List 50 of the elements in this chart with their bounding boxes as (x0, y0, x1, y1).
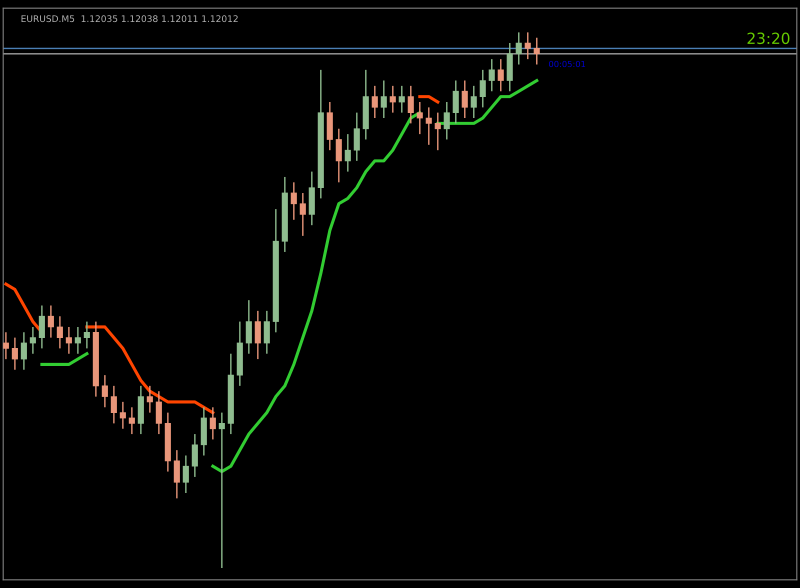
candlestick (174, 449, 180, 500)
chart-title: EURUSD.M5 1.12035 1.12038 1.12011 1.12012 (22, 15, 238, 22)
candlestick (380, 80, 387, 119)
candlestick (3, 332, 9, 360)
candlestick (146, 385, 153, 414)
candlestick (38, 304, 45, 350)
candlestick (426, 106, 432, 146)
candlestick (498, 58, 504, 92)
candlestick (110, 385, 117, 424)
candlestick (128, 406, 135, 435)
candlestick (30, 326, 36, 354)
candlestick (344, 133, 351, 172)
candlestick (290, 182, 297, 221)
candlestick (218, 412, 225, 569)
candlestick (354, 112, 360, 162)
candlestick (156, 390, 162, 435)
candlestick (300, 192, 306, 237)
candlestick (480, 69, 486, 108)
candlestick (452, 80, 459, 124)
candlestick (74, 326, 81, 354)
candlestick (524, 32, 531, 60)
candlestick (462, 80, 468, 119)
candlestick (192, 433, 198, 478)
candlestick (416, 101, 423, 135)
text: 23:20 (748, 32, 790, 44)
candlestick (12, 336, 18, 370)
candlestick (390, 85, 396, 114)
candlestick (516, 32, 522, 66)
candlestick (434, 112, 441, 151)
candlestick (246, 299, 252, 354)
candlestick (444, 101, 450, 140)
candlestick (534, 37, 540, 66)
candlestick (102, 374, 108, 408)
candlestick (66, 326, 72, 354)
candlestick (56, 316, 63, 350)
candlestick (254, 310, 261, 360)
candlestick (20, 332, 27, 370)
text: 00:05:01 (549, 60, 586, 68)
candlestick (408, 85, 414, 124)
candlestick (210, 406, 216, 440)
candlestick (84, 320, 90, 350)
candlestick (48, 304, 54, 338)
candlestick (120, 401, 126, 430)
candlestick (470, 85, 477, 119)
candlestick (488, 58, 495, 92)
candlestick (336, 128, 342, 184)
candlestick (372, 85, 378, 119)
candlestick (398, 85, 405, 114)
candlestick (182, 454, 189, 494)
candlestick (264, 310, 270, 354)
